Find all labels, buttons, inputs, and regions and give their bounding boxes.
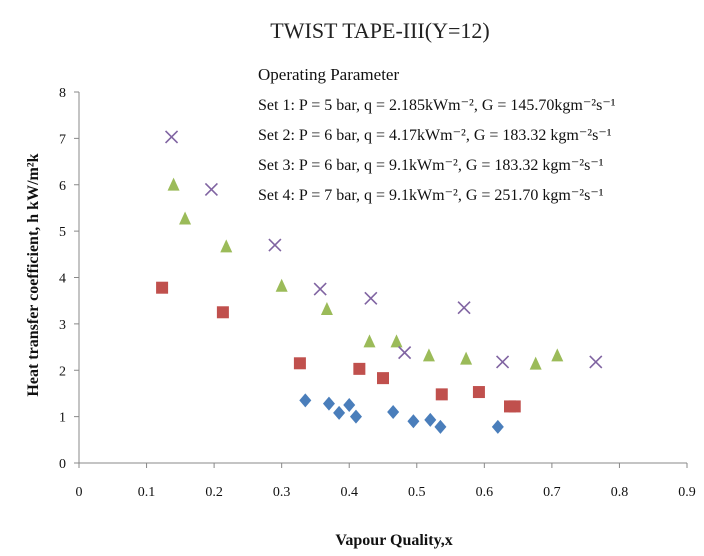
data-point-set-4 — [589, 355, 603, 369]
y-tick-label: 0 — [59, 457, 66, 472]
data-point-set-4 — [496, 355, 510, 369]
data-point-set-3 — [390, 334, 403, 348]
data-point-set-4 — [164, 130, 179, 144]
data-point-set-1 — [491, 419, 504, 434]
data-point-set-1 — [299, 393, 312, 408]
data-point-set-1 — [343, 398, 356, 413]
data-point-set-1 — [322, 396, 335, 411]
data-point-set-2 — [353, 362, 366, 375]
data-point-set-3 — [363, 334, 376, 348]
legend-entry-set-4: Set 4: P = 7 bar, q = 9.1kWm⁻², G = 251.… — [258, 187, 604, 204]
y-tick-label: 8 — [59, 86, 66, 101]
data-point-set-3 — [529, 356, 542, 370]
y-tick-label: 7 — [59, 132, 66, 147]
data-point-set-3 — [551, 348, 564, 362]
data-point-set-2 — [435, 388, 448, 401]
data-point-set-3 — [220, 239, 233, 253]
y-tick-label: 5 — [59, 225, 66, 240]
x-axis-label: Vapour Quality,x — [335, 532, 452, 549]
legend: Operating Parameter Set 1: P = 5 bar, q … — [258, 65, 616, 204]
data-point-set-3 — [179, 211, 192, 225]
x-tick-label: 0.9 — [678, 485, 696, 500]
x-tick-label: 0.5 — [408, 485, 426, 500]
data-point-set-1 — [407, 414, 420, 429]
legend-entry-set-1: Set 1: P = 5 bar, q = 2.185kWm⁻², G = 14… — [258, 97, 616, 114]
data-point-set-3 — [275, 278, 288, 292]
x-tick-label: 0.3 — [273, 485, 291, 500]
x-tick-label: 0.2 — [205, 485, 223, 500]
data-point-set-2 — [293, 357, 306, 370]
x-tick-label: 0 — [76, 485, 83, 500]
x-tick-label: 0.6 — [476, 485, 494, 500]
data-point-set-4 — [457, 301, 471, 315]
data-point-set-2 — [377, 372, 389, 385]
data-point-set-3 — [460, 351, 473, 365]
axes: 0 0.1 0.2 0.3 0.4 0.5 0.6 0.7 0.8 0.9 0 1 2 3 4 5 6 7 8 — [59, 86, 696, 500]
data-point-set-1 — [349, 409, 362, 424]
data-point-set-4 — [364, 291, 378, 305]
x-tick-label: 0.1 — [138, 485, 156, 500]
data-point-set-1 — [387, 404, 400, 419]
data-point-set-1 — [434, 419, 447, 434]
y-tick-label: 6 — [59, 179, 66, 194]
x-tick-label: 0.7 — [543, 485, 561, 500]
legend-entry-set-3: Set 3: P = 6 bar, q = 9.1kWm⁻², G = 183.… — [258, 157, 604, 174]
data-point-set-2 — [156, 281, 169, 294]
x-tick-label: 0.4 — [340, 485, 358, 500]
data-point-set-2 — [508, 400, 521, 413]
legend-entry-set-2: Set 2: P = 6 bar, q = 4.17kWm⁻², G = 183… — [258, 127, 612, 144]
data-point-set-4 — [313, 282, 327, 296]
data-point-set-4 — [204, 182, 218, 196]
data-point-set-3 — [167, 177, 180, 191]
data-marks — [156, 130, 603, 434]
data-point-set-3 — [320, 301, 333, 315]
data-point-set-4 — [398, 346, 412, 360]
data-point-set-2 — [472, 386, 485, 399]
y-axis-label: Heat transfer coefficient, h kW/m²k — [25, 153, 42, 396]
y-tick-label: 2 — [59, 364, 66, 379]
y-tick-label: 1 — [59, 411, 66, 426]
y-tick-label: 4 — [59, 272, 66, 287]
data-point-set-1 — [333, 405, 346, 420]
chart-title: TWIST TAPE-III(Y=12) — [270, 18, 489, 43]
data-point-set-3 — [422, 348, 435, 362]
legend-heading: Operating Parameter — [258, 65, 399, 84]
y-tick-label: 3 — [59, 318, 66, 333]
data-point-set-2 — [216, 306, 229, 319]
data-point-set-4 — [268, 238, 282, 252]
data-point-set-1 — [424, 412, 437, 427]
x-tick-label: 0.8 — [611, 485, 629, 500]
